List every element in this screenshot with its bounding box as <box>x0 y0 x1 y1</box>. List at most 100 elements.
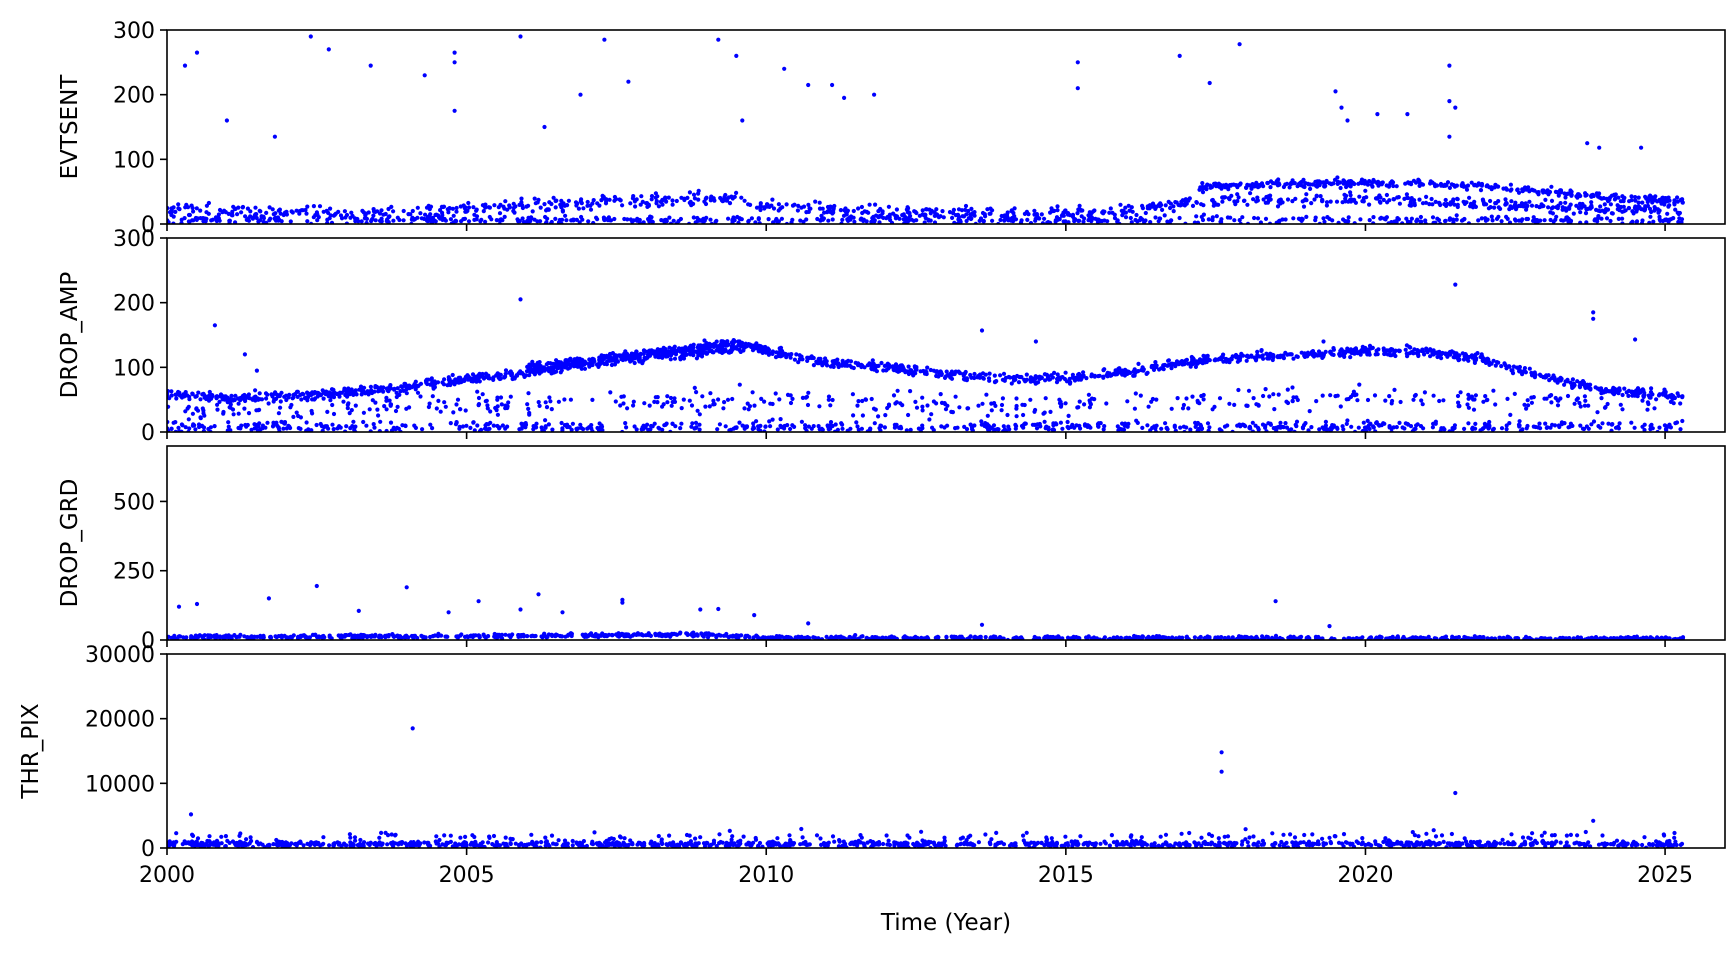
data-point <box>588 203 593 208</box>
data-point <box>697 422 702 427</box>
data-point <box>1454 183 1459 188</box>
data-point <box>1454 217 1459 222</box>
data-point <box>1174 200 1179 205</box>
data-point <box>740 423 745 428</box>
data-point <box>344 424 349 429</box>
outlier-point <box>1405 112 1410 117</box>
data-point <box>1648 193 1653 198</box>
data-point <box>1349 424 1354 429</box>
data-point <box>432 218 437 223</box>
data-point <box>1647 206 1653 211</box>
data-point <box>1003 375 1009 380</box>
data-point <box>711 402 716 407</box>
data-point <box>535 360 540 365</box>
data-point <box>572 217 577 222</box>
outlier-point <box>1633 337 1638 342</box>
outlier-point <box>602 37 607 42</box>
data-point <box>501 204 506 209</box>
data-point <box>1414 351 1419 356</box>
data-point <box>377 218 383 223</box>
data-point <box>509 373 514 378</box>
data-point <box>768 424 773 429</box>
data-point <box>1005 210 1010 215</box>
data-point <box>556 360 562 365</box>
data-point <box>1009 381 1014 386</box>
data-point <box>1561 218 1566 223</box>
data-point <box>726 195 731 200</box>
data-point <box>1335 393 1340 398</box>
data-point <box>1595 410 1600 415</box>
data-point <box>1059 375 1064 380</box>
data-point <box>481 209 486 214</box>
data-point <box>697 412 702 417</box>
outlier-point <box>1585 141 1590 146</box>
data-point <box>169 208 174 213</box>
data-point <box>1451 355 1456 360</box>
data-point <box>200 423 205 428</box>
data-point <box>1335 426 1340 431</box>
data-point <box>1430 202 1435 207</box>
data-point <box>1616 216 1621 221</box>
data-point <box>893 216 899 221</box>
data-point <box>1431 352 1436 357</box>
data-point <box>1440 350 1445 356</box>
data-point <box>998 217 1003 223</box>
data-point <box>1101 211 1106 216</box>
data-point <box>176 202 181 207</box>
data-point <box>1455 393 1461 399</box>
data-point <box>1033 216 1038 221</box>
data-point <box>1572 401 1577 406</box>
data-point <box>1393 348 1398 353</box>
outlier-point <box>1237 42 1242 47</box>
data-point <box>434 212 439 217</box>
data-point <box>1640 398 1645 403</box>
data-point <box>476 395 482 401</box>
data-point <box>1119 427 1124 432</box>
data-point <box>680 351 685 356</box>
data-point <box>1491 388 1496 393</box>
data-point <box>703 196 708 201</box>
data-point <box>820 206 825 211</box>
data-point <box>505 207 510 212</box>
data-point <box>840 426 845 431</box>
data-point <box>391 218 396 223</box>
data-point <box>341 399 346 404</box>
data-point <box>1058 420 1063 425</box>
data-point <box>1129 220 1134 224</box>
data-point <box>1609 428 1614 432</box>
data-point <box>1411 397 1416 402</box>
data-point <box>1636 200 1641 205</box>
data-point <box>1404 343 1409 348</box>
data-point <box>1306 428 1311 432</box>
data-point <box>1122 423 1127 428</box>
data-point <box>1077 399 1082 404</box>
data-point <box>1206 217 1211 222</box>
data-point <box>1571 381 1577 386</box>
data-point <box>966 216 971 221</box>
data-point <box>1337 352 1342 357</box>
data-point <box>286 395 291 400</box>
data-point <box>226 420 231 425</box>
data-point <box>1274 425 1279 430</box>
data-point <box>811 355 816 361</box>
data-point <box>758 349 763 354</box>
data-point <box>252 422 257 427</box>
data-point <box>491 423 496 428</box>
data-point <box>682 347 687 352</box>
data-point <box>230 407 236 412</box>
data-point <box>574 203 579 208</box>
data-point <box>1327 216 1332 221</box>
data-point <box>1254 199 1259 204</box>
data-point <box>428 422 433 427</box>
data-point <box>981 376 986 381</box>
data-point <box>454 402 459 407</box>
data-point <box>669 403 674 408</box>
data-point <box>264 396 269 401</box>
data-point <box>1673 421 1678 426</box>
data-point <box>1499 426 1505 431</box>
data-point <box>1418 424 1424 429</box>
data-point <box>1671 395 1676 400</box>
data-point <box>1081 370 1086 375</box>
data-point <box>257 421 262 426</box>
data-point <box>923 216 928 221</box>
